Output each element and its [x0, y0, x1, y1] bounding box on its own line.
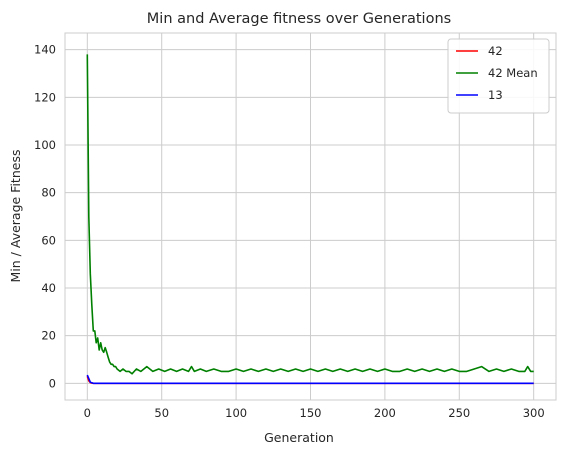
x-axis-label: Generation — [264, 430, 334, 445]
chart-title: Min and Average fitness over Generations — [147, 11, 451, 27]
x-tick-label: 50 — [154, 406, 169, 420]
y-tick-label: 60 — [41, 233, 56, 247]
y-tick-label: 100 — [34, 138, 56, 152]
x-tick-labels: 0 50 100 150 200 250 300 — [84, 406, 545, 420]
series-layer — [86, 54, 534, 385]
legend-label: 13 — [488, 88, 503, 102]
x-tick-label: 300 — [523, 406, 545, 420]
y-tick-label: 120 — [34, 90, 56, 104]
x-tick-label: 200 — [374, 406, 396, 420]
legend: 42 42 Mean 13 — [447, 38, 550, 114]
y-tick-label: 40 — [41, 281, 56, 295]
legend-label: 42 Mean — [488, 66, 538, 80]
y-tick-label: 0 — [49, 376, 56, 390]
plot-frame — [64, 32, 557, 401]
x-tick-label: 250 — [448, 406, 470, 420]
x-tick-label: 150 — [300, 406, 322, 420]
y-tick-labels: 0 20 40 60 80 100 120 140 — [34, 43, 56, 391]
x-tick-label: 0 — [84, 406, 91, 420]
series-line-42-mean — [86, 54, 534, 375]
legend-label: 42 — [488, 44, 503, 58]
y-tick-label: 20 — [41, 329, 56, 343]
series-line-13 — [86, 374, 534, 385]
y-tick-label: 80 — [41, 186, 56, 200]
y-axis-label: Min / Average Fitness — [8, 150, 23, 283]
y-tick-label: 140 — [34, 43, 56, 57]
x-tick-label: 100 — [225, 406, 247, 420]
